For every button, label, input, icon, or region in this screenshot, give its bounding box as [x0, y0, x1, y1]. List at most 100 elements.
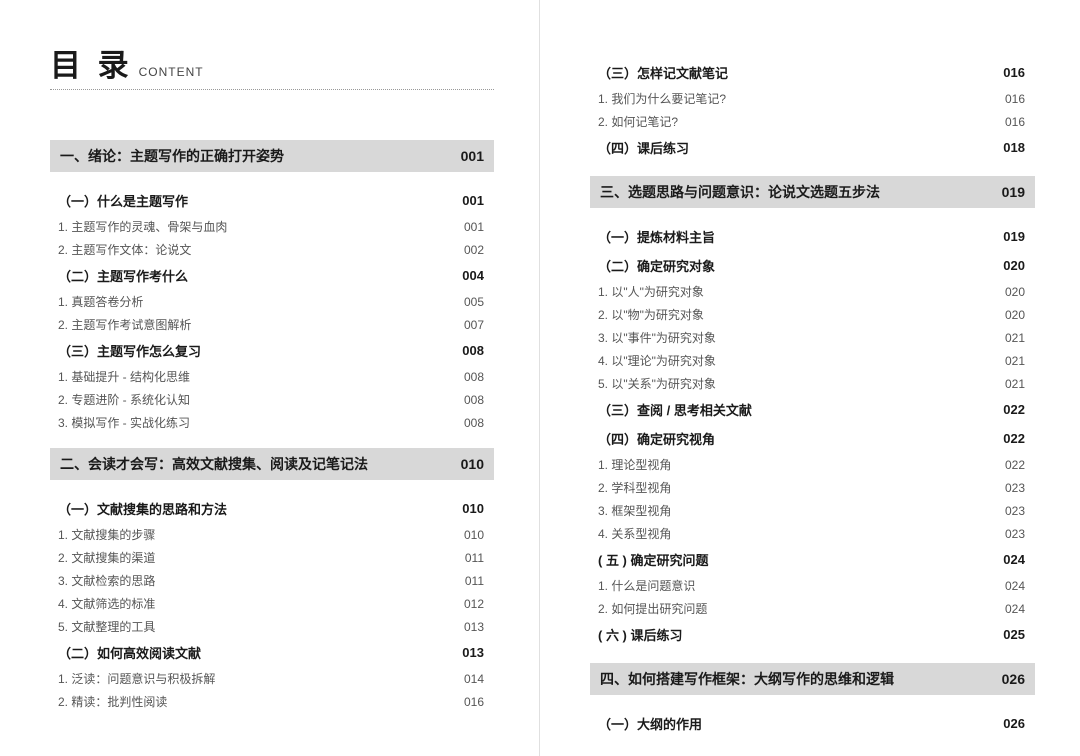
chapter-page: 010	[461, 456, 484, 472]
chapter-row: 二、会读才会写：高效文献搜集、阅读及记笔记法 010	[50, 448, 494, 480]
item-row: 1. 什么是问题意识024	[590, 574, 1035, 597]
item-title: 2. 学科型视角	[598, 479, 671, 496]
section-row: （四）课后练习 018	[590, 133, 1035, 162]
section-page: 019	[1003, 229, 1025, 244]
item-page: 008	[464, 416, 484, 430]
item-row: 4. 关系型视角 023	[590, 522, 1035, 545]
header-cn: 目 录	[50, 40, 133, 85]
chapter-title: 一、绪论：主题写作的正确打开姿势	[60, 146, 284, 166]
section-page: 026	[1003, 716, 1025, 731]
section-row: （三）查阅 / 思考相关文献022	[590, 395, 1035, 424]
chapter-title: 二、会读才会写：高效文献搜集、阅读及记笔记法	[60, 454, 368, 474]
section-title: （二）主题写作考什么	[58, 266, 188, 285]
section-row: （三）怎样记文献笔记016	[590, 58, 1035, 87]
section-page: 010	[462, 501, 484, 516]
item-title: 4. 以"理论"为研究对象	[598, 352, 716, 369]
section-page: 025	[1003, 627, 1025, 642]
item-page: 024	[1005, 602, 1025, 616]
item-row: 4. 以"理论"为研究对象 021	[590, 349, 1035, 372]
section-page: 020	[1003, 258, 1025, 273]
item-page: 023	[1005, 504, 1025, 518]
item-title: 2. 以"物"为研究对象	[598, 306, 704, 323]
chapter-page: 019	[1002, 184, 1025, 200]
item-title: 1. 以"人"为研究对象	[598, 283, 704, 300]
item-title: 1. 理论型视角	[598, 456, 671, 473]
item-row: 3. 模拟写作 - 实战化练习008	[50, 411, 494, 434]
item-page: 012	[464, 597, 484, 611]
section-row: （一）文献搜集的思路和方法 010	[50, 494, 494, 523]
item-title: 5. 文献整理的工具	[58, 618, 155, 635]
item-title: 1. 主题写作的灵魂、骨架与血肉	[58, 218, 227, 235]
section-page: 016	[1003, 65, 1025, 80]
item-title: 4. 关系型视角	[598, 525, 671, 542]
left-page: 目 录 CONTENT 一、绪论：主题写作的正确打开姿势 001 （一）什么是主…	[0, 0, 540, 756]
section-page: 004	[462, 268, 484, 283]
item-row: 2. 文献搜集的渠道 011	[50, 546, 494, 569]
item-row: 2. 精读：批判性阅读 016	[50, 690, 494, 713]
item-title: 2. 专题进阶 - 系统化认知	[58, 391, 190, 408]
item-row: 2. 主题写作文体：论说文002	[50, 238, 494, 261]
section-title: （三）主题写作怎么复习	[58, 341, 201, 360]
item-title: 1. 我们为什么要记笔记?	[598, 90, 726, 107]
item-page: 021	[1005, 377, 1025, 391]
item-page: 011	[465, 551, 484, 565]
item-page: 010	[464, 528, 484, 542]
item-row: 3. 以"事件"为研究对象021	[590, 326, 1035, 349]
item-page: 021	[1005, 331, 1025, 345]
section-row: （二）确定研究对象020	[590, 251, 1035, 280]
item-title: 2. 文献搜集的渠道	[58, 549, 155, 566]
section-page: 008	[462, 343, 484, 358]
section-title: （一）提炼材料主旨	[598, 227, 715, 246]
item-row: 2. 主题写作考试意图解析007	[50, 313, 494, 336]
item-page: 021	[1005, 354, 1025, 368]
item-page: 022	[1005, 458, 1025, 472]
header-en: CONTENT	[139, 65, 204, 79]
chapter-title: 三、选题思路与问题意识：论说文选题五步法	[600, 182, 880, 202]
item-row: 2. 如何提出研究问题 024	[590, 597, 1035, 620]
item-title: 2. 如何提出研究问题	[598, 600, 707, 617]
section-row: （二）如何高效阅读文献013	[50, 638, 494, 667]
item-row: 1. 理论型视角 022	[590, 453, 1035, 476]
item-page: 008	[464, 393, 484, 407]
chapter-row: 四、如何搭建写作框架：大纲写作的思维和逻辑 026	[590, 663, 1035, 695]
section-row: ( 五 ) 确定研究问题024	[590, 545, 1035, 574]
section-title: ( 五 ) 确定研究问题	[598, 550, 709, 569]
item-row: 4. 文献筛选的标准 012	[50, 592, 494, 615]
item-page: 023	[1005, 527, 1025, 541]
section-title: （二）如何高效阅读文献	[58, 643, 201, 662]
right-page: （三）怎样记文献笔记016 1. 我们为什么要记笔记? 016 2. 如何记笔记?…	[540, 0, 1080, 756]
item-row: 2. 学科型视角 023	[590, 476, 1035, 499]
toc-header: 目 录 CONTENT	[50, 40, 494, 85]
item-title: 2. 精读：批判性阅读	[58, 693, 167, 710]
item-row: 2. 如何记笔记?016	[590, 110, 1035, 133]
item-title: 1. 泛读：问题意识与积极拆解	[58, 670, 215, 687]
chapter-row: 三、选题思路与问题意识：论说文选题五步法 019	[590, 176, 1035, 208]
chapter-row: 一、绪论：主题写作的正确打开姿势 001	[50, 140, 494, 172]
item-page: 016	[1005, 115, 1025, 129]
section-page: 018	[1003, 140, 1025, 155]
section-title: （三）查阅 / 思考相关文献	[598, 400, 752, 419]
item-title: 4. 文献筛选的标准	[58, 595, 155, 612]
item-page: 014	[464, 672, 484, 686]
item-page: 013	[464, 620, 484, 634]
item-row: 5. 以"关系"为研究对象021	[590, 372, 1035, 395]
section-row: ( 六 ) 课后练习 025	[590, 620, 1035, 649]
item-page: 001	[464, 220, 484, 234]
item-page: 023	[1005, 481, 1025, 495]
section-title: ( 六 ) 课后练习	[598, 625, 683, 644]
section-title: （一）文献搜集的思路和方法	[58, 499, 227, 518]
item-title: 1. 基础提升 - 结构化思维	[58, 368, 190, 385]
section-row: （一）大纲的作用 026	[590, 709, 1035, 738]
item-page: 011	[465, 574, 484, 588]
section-row: （二）主题写作考什么 004	[50, 261, 494, 290]
section-title: （四）课后练习	[598, 138, 689, 157]
item-row: 1. 文献搜集的步骤010	[50, 523, 494, 546]
section-page: 001	[462, 193, 484, 208]
item-row: 3. 框架型视角023	[590, 499, 1035, 522]
item-page: 020	[1005, 308, 1025, 322]
item-page: 016	[1005, 92, 1025, 106]
item-page: 005	[464, 295, 484, 309]
section-title: （一）大纲的作用	[598, 714, 702, 733]
item-page: 016	[464, 695, 484, 709]
item-title: 3. 文献检索的思路	[58, 572, 155, 589]
